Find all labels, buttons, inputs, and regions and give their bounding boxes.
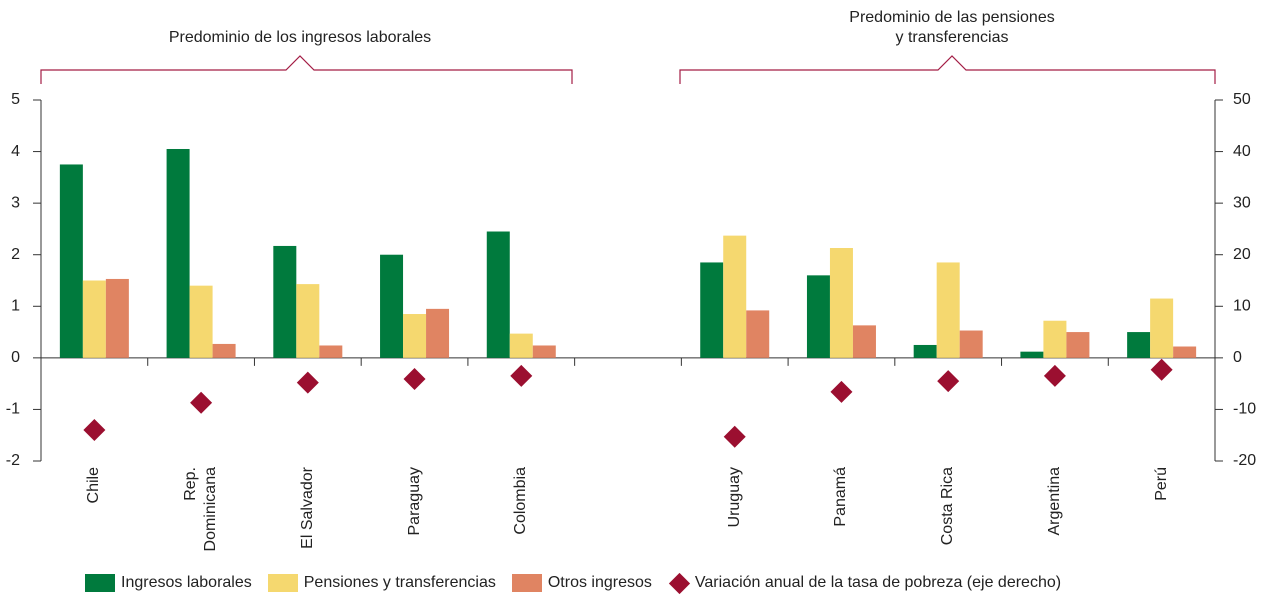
bracket [679, 55, 1216, 84]
bar [959, 330, 983, 358]
y-tick-label: 0 [11, 349, 20, 366]
bar [105, 278, 129, 358]
bar [1043, 320, 1067, 358]
marker [83, 419, 106, 442]
legend-label: Ingresos laborales [121, 574, 252, 591]
bar [723, 235, 747, 358]
bar [806, 275, 830, 358]
x-tick-label: Rep. Dominicana [182, 467, 220, 552]
y2-tick-label: 0 [1233, 349, 1242, 366]
bar [426, 308, 450, 358]
bar [486, 231, 510, 358]
y-tick-label: 1 [11, 298, 20, 315]
x-tick-label: Paraguay [405, 467, 423, 536]
bar [829, 248, 853, 358]
legend-item: Otros ingresos [511, 574, 652, 592]
y2-tick-label: 30 [1233, 194, 1251, 211]
y2-tick-label: -20 [1233, 452, 1256, 469]
legend-swatch [85, 574, 115, 592]
y2-tick-label: 40 [1233, 143, 1251, 160]
marker [1043, 364, 1066, 387]
bar [166, 148, 190, 358]
x-tick-label: Costa Rica [939, 467, 957, 546]
bar [1066, 332, 1090, 358]
x-tick-label: El Salvador [298, 467, 316, 549]
legend-swatch [511, 574, 542, 592]
legend-label: Pensiones y transferencias [303, 574, 496, 591]
legend-item: Ingresos laborales [85, 574, 252, 592]
bar [380, 254, 404, 358]
bar [852, 325, 876, 358]
bar [1173, 346, 1197, 358]
bar [273, 245, 297, 358]
y-tick-label: -1 [6, 401, 20, 418]
y-tick-label: 5 [11, 91, 20, 108]
bar [509, 333, 533, 358]
legend: Ingresos laborales Pensiones y transferen… [85, 572, 1077, 594]
marker [510, 364, 533, 387]
y-tick-label: 3 [11, 194, 20, 211]
bar [319, 345, 343, 358]
x-tick-label: Colombia [512, 467, 530, 535]
bar [189, 285, 213, 358]
legend-label: Variación anual de la tasa de pobreza (e… [694, 574, 1062, 591]
y-tick-label: -2 [6, 452, 20, 469]
annotation: Predominio de las pensiones y transferen… [849, 9, 1055, 46]
x-tick-label: Panamá [832, 467, 850, 527]
marker [296, 371, 319, 394]
x-tick-label: Perú [1152, 467, 1170, 501]
bar [1020, 351, 1044, 358]
y-tick-label: 2 [11, 246, 20, 263]
bar [212, 343, 236, 358]
bar [936, 262, 960, 358]
bracket [40, 55, 573, 84]
y2-tick-label: 50 [1233, 91, 1251, 108]
x-tick-label: Argentina [1045, 467, 1063, 536]
marker [723, 425, 746, 448]
legend-label: Otros ingresos [547, 574, 652, 591]
bar [532, 345, 556, 358]
bar [59, 164, 83, 358]
annotation: Predominio de los ingresos laborales [168, 29, 432, 46]
marker [1150, 358, 1173, 381]
marker [190, 391, 213, 414]
x-tick-label: Uruguay [725, 467, 743, 528]
legend-swatch [267, 574, 298, 592]
marker [830, 380, 853, 403]
y2-tick-label: 10 [1233, 298, 1251, 315]
bar [296, 284, 320, 358]
y-tick-label: 4 [11, 143, 20, 160]
bar [913, 344, 937, 358]
bar [82, 280, 106, 358]
bar [1150, 298, 1174, 358]
marker [937, 370, 960, 393]
legend-item: Variación anual de la tasa de pobreza (e… [668, 572, 1062, 594]
legend-swatch [668, 572, 691, 594]
bar [403, 314, 427, 358]
bar [1127, 332, 1151, 358]
marker [403, 368, 426, 391]
y2-tick-label: -10 [1233, 401, 1256, 418]
x-tick-label: Chile [85, 467, 103, 504]
y2-tick-label: 20 [1233, 246, 1251, 263]
bar [746, 310, 770, 358]
bar [700, 262, 724, 358]
legend-item: Pensiones y transferencias [267, 574, 496, 592]
